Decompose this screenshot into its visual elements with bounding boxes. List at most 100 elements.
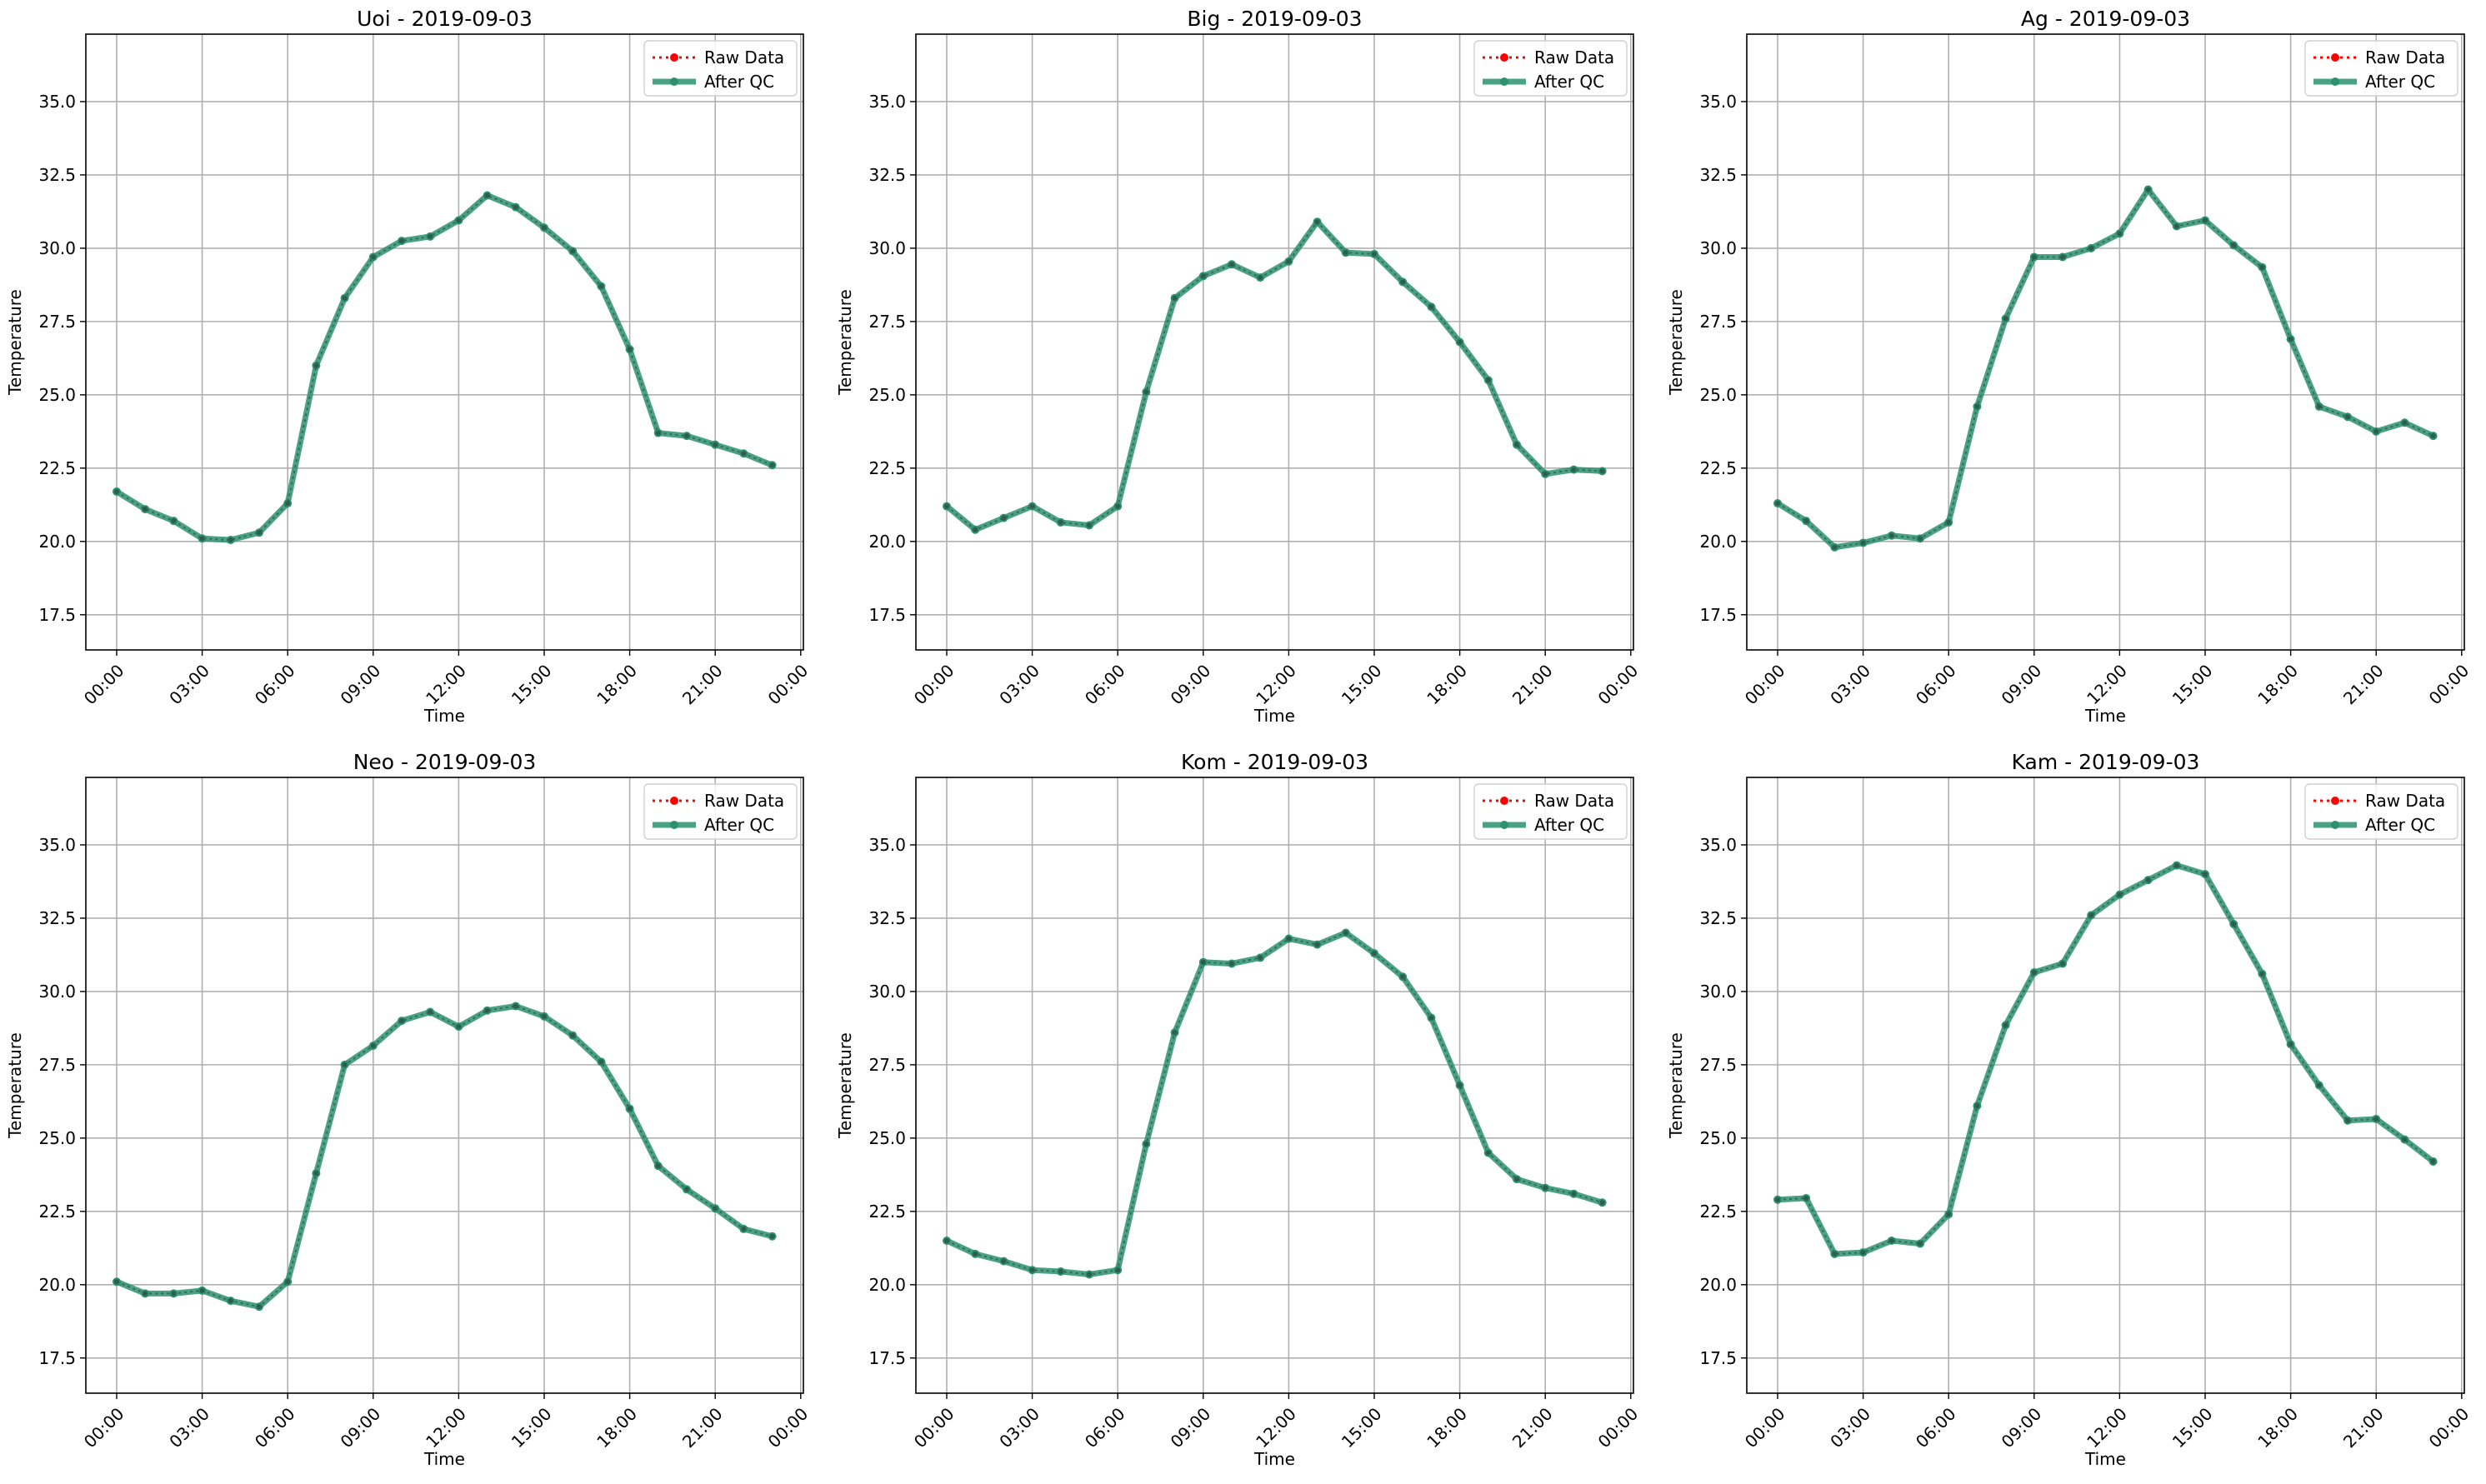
y-tick-label: 17.5 [38,605,76,625]
y-tick-label: 22.5 [868,1202,906,1222]
raw-data-point [171,1291,177,1297]
raw-data-point [1143,389,1149,395]
legend-raw-label: Raw Data [2365,47,2445,67]
y-tick-label: 30.0 [868,982,906,1002]
y-tick-label: 20.0 [38,532,76,552]
raw-data-point [944,1238,949,1244]
plot-area [1747,34,2464,650]
raw-data-point [257,1304,262,1310]
y-axis-label: Temperature [1666,289,1686,396]
raw-data-point [342,295,348,301]
x-tick-label: 00:00 [80,1404,128,1452]
y-tick-label: 17.5 [868,1348,906,1368]
subplot-4: 17.5 20.0 22.5 25.0 27.5 30.0 32.5 35.0 00:00 03:… [5,750,812,1469]
raw-data-point [484,1007,490,1013]
raw-data-point [428,233,433,239]
x-tick-label: 06:00 [1081,1404,1129,1452]
legend-raw-marker [2331,797,2339,805]
raw-data-point [2060,961,2065,967]
y-tick-label: 22.5 [38,1202,76,1222]
raw-data-point [2430,433,2436,439]
raw-data-point [1372,951,1377,957]
raw-data-point [1058,519,1063,525]
raw-data-point [2031,254,2037,260]
raw-data-point [2231,921,2237,927]
raw-data-point [1946,1212,1952,1217]
raw-data-point [1888,1238,1894,1244]
y-tick-label: 27.5 [38,1055,76,1075]
raw-data-point [1001,1258,1007,1264]
subplot-title: Ag - 2019-09-03 [2021,7,2190,31]
raw-data-point [143,507,148,512]
x-tick-label: 15:00 [2168,1404,2217,1452]
x-tick-label: 03:00 [995,661,1043,709]
axes-frame [915,777,1634,1394]
raw-data-point [1115,1267,1121,1273]
legend-raw-label: Raw Data [1534,791,1614,811]
raw-data-point [542,225,547,231]
raw-data-point [2117,892,2123,897]
x-tick-label: 00:00 [80,661,128,709]
raw-data-point [713,442,718,447]
legend-raw-marker [1500,53,1508,62]
legend-raw-marker [2331,53,2339,62]
raw-data-point [1115,503,1121,509]
y-tick-label: 20.0 [38,1275,76,1295]
raw-data-point [1599,468,1605,474]
raw-data-point [1087,522,1092,528]
raw-data-point [1946,519,1952,525]
raw-data-point [1400,279,1406,285]
y-tick-label: 17.5 [1699,1348,1737,1368]
raw-data-point [313,1171,319,1177]
x-tick-label: 15:00 [2168,661,2217,709]
subplot-title: Big - 2019-09-03 [1187,7,1362,31]
raw-data-point [1143,1141,1149,1147]
raw-data-line [116,194,773,542]
legend-raw-marker [670,797,678,805]
raw-data-point [973,527,978,532]
axes-frame [915,33,1634,651]
x-tick-label: 18:00 [1423,1404,1471,1452]
raw-data-point [1229,262,1234,267]
x-tick-label: 12:00 [1252,661,1300,709]
raw-data-point [713,1206,718,1212]
legend-raw-label: Raw Data [2365,791,2445,811]
x-axis-label: Time [1253,1449,1295,1469]
subplot-2: 17.5 20.0 22.5 25.0 27.5 30.0 32.5 35.0 00:00 03:… [835,7,1642,726]
raw-data-point [313,362,319,368]
raw-data-point [2373,1116,2379,1122]
plot-area [1747,777,2464,1393]
raw-data-point [484,192,490,198]
raw-data-line [946,932,1603,1276]
legend-qc-marker [1500,77,1508,86]
y-tick-label: 35.0 [38,835,76,855]
subplot-title: Uoi - 2019-09-03 [357,7,533,31]
x-tick-label: 00:00 [1741,1404,1789,1452]
raw-data-point [114,1279,119,1285]
y-axis-label: Temperature [5,289,25,396]
legend: Raw Data After QC [643,783,798,840]
x-tick-label: 00:00 [1741,661,1789,709]
y-tick-label: 22.5 [38,458,76,478]
raw-data-point [1974,403,1980,409]
raw-data-point [769,1233,775,1239]
legend-raw-marker [1500,797,1508,805]
raw-data-point [199,1287,205,1293]
x-axis-label: Time [423,706,465,726]
x-tick-label: 06:00 [1912,661,1960,709]
x-tick-label: 03:00 [1826,1404,1874,1452]
y-tick-label: 35.0 [868,92,906,112]
raw-data-point [627,347,633,352]
raw-data-point [228,537,233,543]
raw-data-point [1803,518,1809,524]
y-tick-label: 25.0 [868,1128,906,1148]
raw-data-point [2003,316,2008,322]
raw-data-point [1343,930,1348,936]
y-tick-label: 20.0 [1699,1275,1737,1295]
raw-data-point [2088,245,2094,251]
legend-qc-label: After QC [704,72,774,92]
raw-data-point [1029,503,1035,509]
y-tick-label: 27.5 [1699,312,1737,332]
legend-qc-marker [670,77,678,86]
raw-data-point [1599,1200,1605,1206]
